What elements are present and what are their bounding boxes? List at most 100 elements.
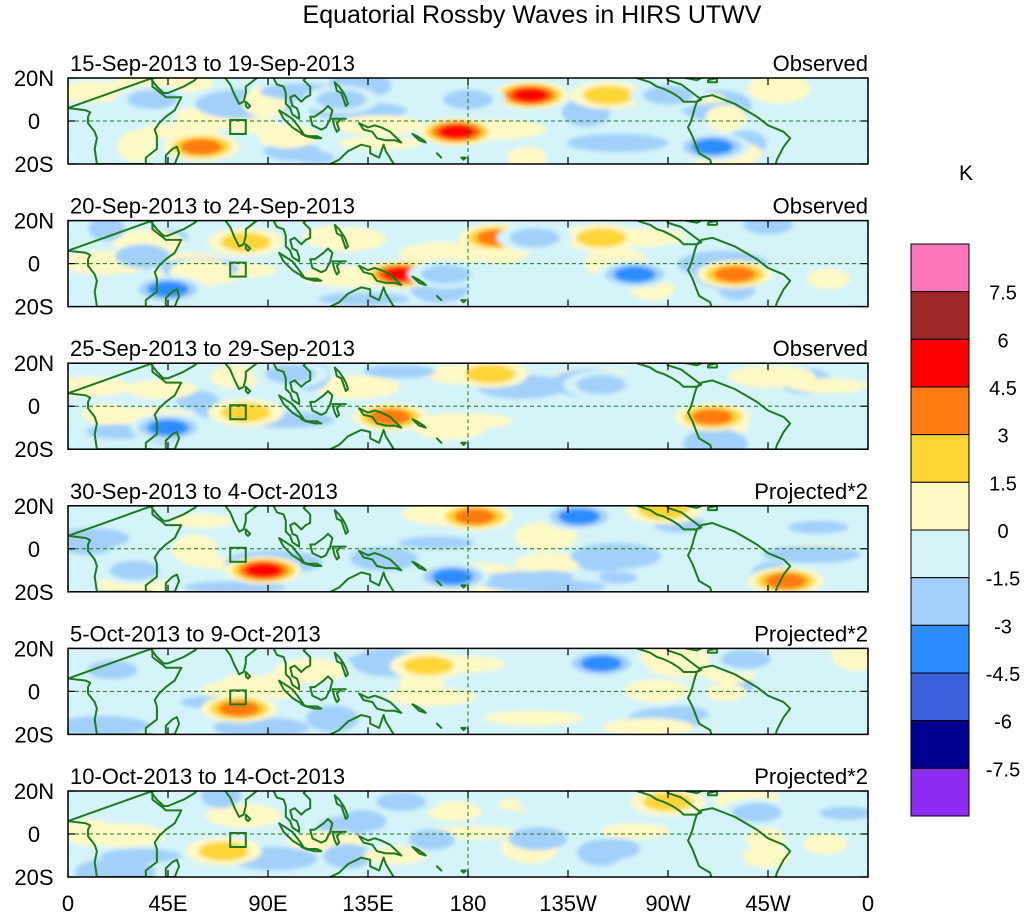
- anomaly-contour: [218, 700, 260, 717]
- map-panel-3: 25-Sep-2013 to 29-Sep-2013 Observed 20N 0 20…: [14, 336, 869, 462]
- coastline: [300, 275, 323, 282]
- anomaly-fill: [819, 806, 868, 820]
- lat-label: 20S: [14, 295, 53, 320]
- coastline: [460, 869, 467, 874]
- coastline: [300, 132, 323, 140]
- colorbar-label: 3: [997, 426, 1008, 448]
- panel-date-range: 20-Sep-2013 to 24-Sep-2013: [70, 194, 355, 219]
- panel-date-range: 10-Oct-2013 to 14-Oct-2013: [70, 764, 345, 789]
- anomaly-contour: [127, 90, 178, 109]
- lon-label: 135E: [342, 891, 393, 916]
- anomaly-fill: [436, 412, 513, 429]
- coastline: [411, 703, 427, 714]
- coastline: [333, 81, 349, 107]
- anomaly-fill: [201, 791, 241, 809]
- lon-label: 90W: [645, 891, 690, 916]
- coastline: [300, 418, 323, 425]
- anomaly-contour: [376, 792, 427, 812]
- coastline: [635, 363, 703, 388]
- anomaly-fill: [323, 843, 372, 869]
- coastline: [635, 505, 703, 531]
- colorbar-label: 0: [997, 521, 1008, 543]
- coastline: [687, 379, 792, 450]
- lat-label: 20S: [14, 437, 53, 462]
- coastline: [300, 845, 323, 853]
- coastline: [331, 403, 347, 418]
- coastline: [358, 122, 403, 144]
- colorbar-swatch: [910, 386, 970, 436]
- coastline: [309, 532, 334, 559]
- coastline: [244, 385, 252, 395]
- lat-label: 0: [28, 822, 40, 847]
- coastline: [272, 220, 312, 263]
- figure-title: Equatorial Rossby Waves in HIRS UTWV: [303, 1, 762, 29]
- anomaly-fill: [210, 365, 264, 389]
- coastline: [687, 94, 792, 164]
- anomaly-contour: [431, 568, 474, 585]
- colorbar-label: 6: [997, 330, 1008, 352]
- coastline: [272, 648, 312, 691]
- anomaly-fill: [742, 845, 791, 868]
- coastline: [68, 648, 183, 735]
- anomaly-fill: [728, 365, 816, 388]
- map-panel-4: 30-Sep-2013 to 4-Oct-2013 Projected*2 20N 0…: [14, 479, 869, 605]
- anomaly-contour: [691, 138, 734, 155]
- coastline: [309, 818, 334, 844]
- reference-box: [229, 689, 247, 706]
- anomaly-fill: [303, 225, 362, 248]
- anomaly-fill: [170, 513, 232, 529]
- lat-label: 20N: [14, 494, 54, 519]
- coastline: [164, 288, 181, 307]
- coastline: [460, 299, 467, 304]
- colorbar-swatch: [910, 291, 970, 340]
- coastline: [331, 117, 347, 133]
- anomaly-contour: [180, 138, 222, 155]
- colorbar-label: -3: [994, 616, 1012, 638]
- coastline: [460, 726, 467, 732]
- panel-status: Observed: [773, 51, 868, 76]
- anomaly-contour: [109, 560, 160, 580]
- map-panel-1: 15-Sep-2013 to 19-Sep-2013 Observed 20N 0 20…: [14, 51, 869, 177]
- reference-box: [229, 832, 247, 848]
- coastline: [149, 220, 199, 237]
- coastline: [331, 688, 347, 704]
- colorbar-unit: K: [959, 162, 973, 185]
- anomaly-contour: [245, 563, 283, 578]
- coastline: [244, 671, 252, 680]
- coastline: [327, 143, 396, 164]
- anomaly-fill: [100, 848, 182, 863]
- coastline: [331, 830, 347, 846]
- coastline: [223, 648, 259, 676]
- anomaly-fill: [398, 536, 475, 550]
- coastline: [223, 363, 259, 390]
- anomaly-fill: [577, 554, 628, 572]
- anomaly-fill: [602, 718, 694, 735]
- map-panel-5: 5-Oct-2013 to 9-Oct-2013 Projected*2 20N 0 2…: [14, 621, 869, 747]
- anomaly-fill: [803, 833, 848, 855]
- anomaly-fill: [88, 220, 125, 241]
- lon-label: 0: [862, 891, 874, 916]
- anomaly-fill: [314, 375, 400, 399]
- coastline: [635, 791, 703, 816]
- anomaly-fill: [508, 827, 568, 851]
- lat-label: 20N: [14, 66, 54, 91]
- colorbar-swatch: [910, 672, 970, 722]
- coastline: [223, 791, 259, 818]
- panel-date-range: 25-Sep-2013 to 29-Sep-2013: [70, 336, 355, 361]
- anomaly-contour: [403, 656, 453, 676]
- panel-status: Projected*2: [754, 764, 868, 789]
- coastline: [687, 236, 792, 307]
- lat-label: 20S: [14, 865, 53, 890]
- anomaly-fill: [507, 146, 548, 164]
- anomaly-contour: [511, 87, 549, 103]
- colorbar-swatch: [910, 481, 970, 531]
- lat-label: 20S: [14, 580, 53, 605]
- anomaly-fill: [205, 803, 282, 828]
- anomaly-fill: [599, 571, 638, 584]
- coastline: [164, 858, 181, 877]
- coastline: [687, 522, 792, 592]
- coastline: [309, 247, 334, 274]
- anomaly-contour: [518, 791, 595, 816]
- coastline: [683, 220, 703, 224]
- anomaly-contour: [765, 573, 807, 590]
